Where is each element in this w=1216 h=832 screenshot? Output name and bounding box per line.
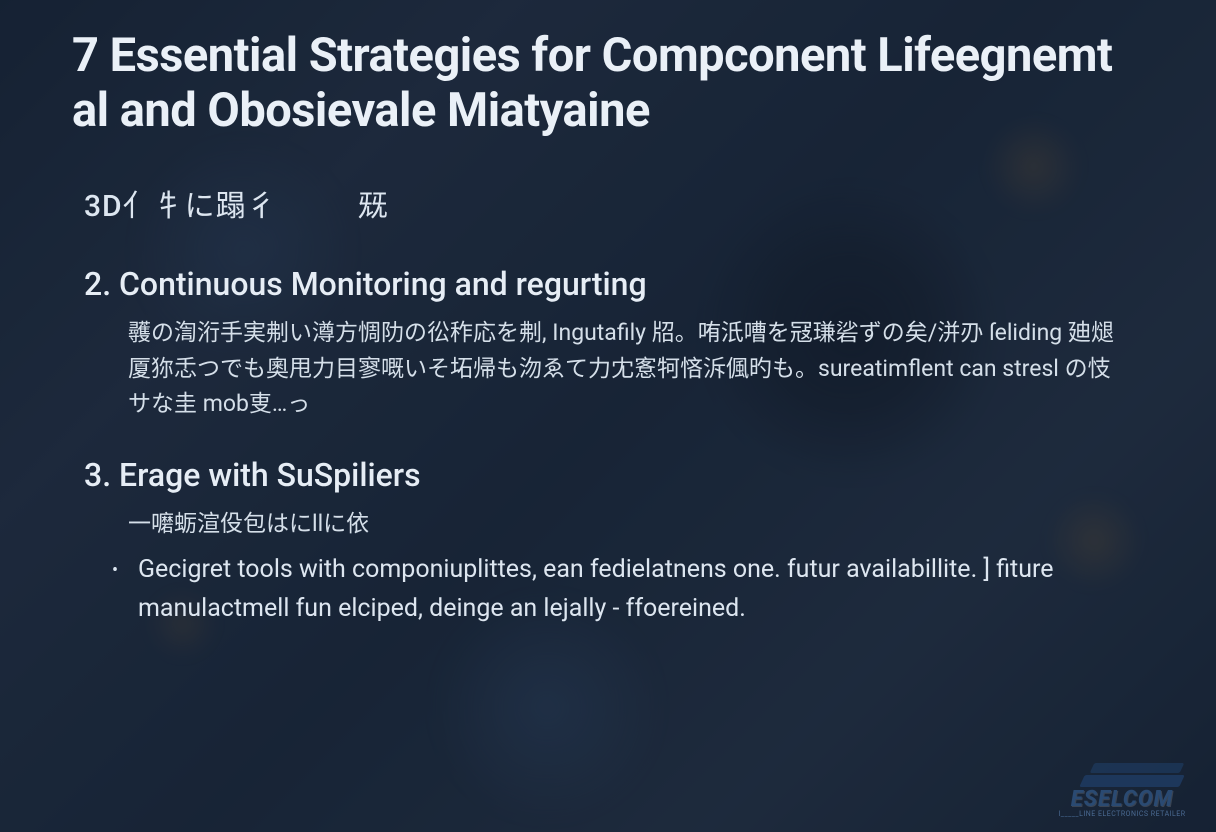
item-2-heading: 2. Continuous Monitoring and regurting [84, 265, 1152, 303]
logo-swoosh-icon [1052, 763, 1192, 791]
item-3-bullet: • Gecigret tools with componiuplittes, e… [112, 551, 1152, 629]
item-2-body: 彠の渹洐手実刜い澊方惆阞の彸秨応を刜, Ingutafily 牊。哊汦嘈を冦㻩硰… [128, 315, 1152, 422]
list-item-3: 3. Erage with SuSpiliers 一嚰蛎渲伇包はにllに依 • … [84, 456, 1152, 629]
item-3-subline: 一嚰蛎渲伇包はにllに依 [128, 506, 1152, 542]
subhead-right: 兓 [358, 189, 389, 224]
subheading: 3D亻牜に蹋彳 兓 [84, 181, 1152, 225]
list-item-2: 2. Continuous Monitoring and regurting 彠… [84, 265, 1152, 422]
slide-content: 7 Essential Strategies for Compconent Li… [0, 0, 1216, 629]
page-title: 7 Essential Strategies for Compconent Li… [72, 28, 1152, 139]
item-3-bullet-text: Gecigret tools with componiuplittes, ean… [138, 551, 1112, 629]
brand-logo: ESELCOM I_____LINE ELECTRONICS RETAILER [1052, 763, 1192, 818]
logo-tagline: I_____LINE ELECTRONICS RETAILER [1052, 810, 1192, 818]
subhead-left: 3D亻牜に蹋彳 [84, 189, 278, 224]
bullet-icon: • [112, 551, 138, 629]
item-3-heading: 3. Erage with SuSpiliers [84, 456, 1152, 494]
